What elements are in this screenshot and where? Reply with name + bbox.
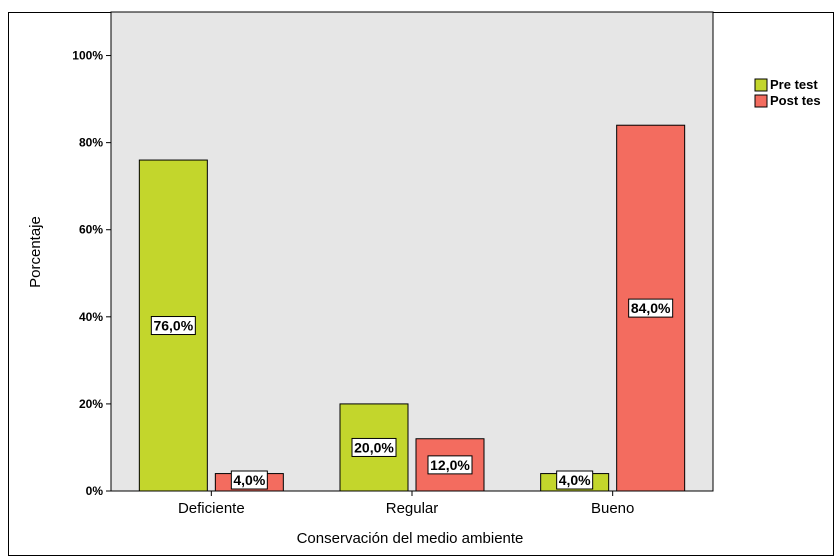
data-label-text: 4,0% [559,472,591,488]
legend-swatch-post-test [754,94,768,108]
data-label-box [230,470,268,490]
x-category-label: Deficiente [178,500,245,517]
x-axis-title: Conservación del medio ambiente [297,530,524,547]
data-label-box [351,437,397,457]
data-label-box [427,455,473,475]
x-category-label: Bueno [591,500,634,517]
x-category-label: Regular [386,500,439,517]
legend-swatch-pre-test [754,78,768,92]
data-label-text: 12,0% [430,457,470,473]
y-tick-label: 60% [79,223,103,237]
y-axis-ticks: 0% 20% 40% 60% 80% 100% [72,49,111,498]
y-tick-label: 40% [79,310,103,324]
y-tick-label: 0% [86,484,104,498]
data-label-box [628,298,674,318]
y-tick-label: 20% [79,397,103,411]
plot-area [110,11,714,492]
y-axis-title: Porcentaje [27,216,44,288]
data-label-text: 20,0% [354,439,394,455]
legend: Pre test Post tes [754,77,821,108]
data-label-box [150,316,196,336]
data-label: 12,0% [427,455,473,475]
data-label: 4,0% [556,470,594,490]
data-label: 20,0% [351,437,397,457]
data-label-text: 84,0% [631,300,671,316]
data-label: 84,0% [628,298,674,318]
x-axis-category-labels: Deficiente Regular Bueno [178,491,634,517]
data-label: 76,0% [150,316,196,336]
legend-label-pre-test: Pre test [770,77,818,92]
data-label-text: 4,0% [233,472,265,488]
data-labels: 76,0% 4,0% 20,0% 12,0% 4,0% 84,0% [150,298,674,490]
y-tick-label: 100% [72,49,103,63]
bar-post-test-regular [415,438,485,492]
data-label-box [556,470,594,490]
data-label-text: 76,0% [153,318,193,334]
bars [138,124,686,492]
data-label: 4,0% [230,470,268,490]
legend-label-post-test: Post tes [770,93,821,108]
y-tick-label: 80% [79,136,103,150]
